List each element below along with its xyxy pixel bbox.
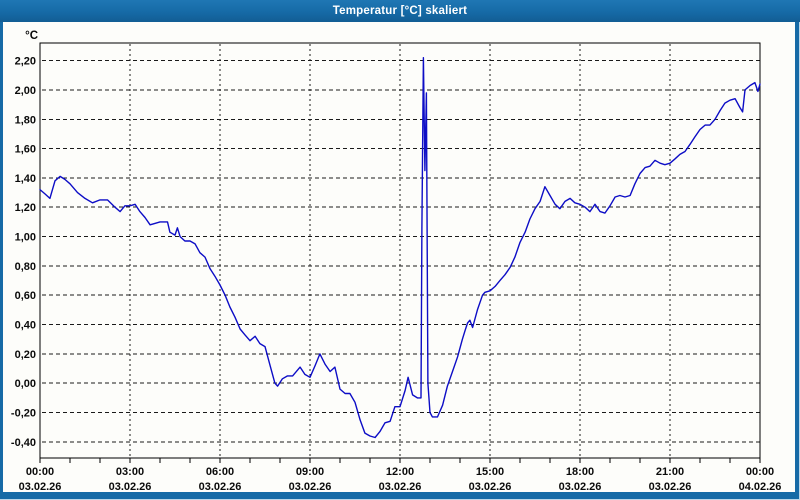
x-tick-date-label: 03.02.26 [559,481,602,492]
x-tick-time-label: 18:00 [566,466,594,478]
x-tick-time-label: 03:00 [116,466,144,478]
x-tick-time-label: 21:00 [656,466,684,478]
x-tick-time-label: 00:00 [746,466,774,478]
y-tick-label: -0,20 [11,408,36,420]
y-tick-label: 0,40 [15,320,36,332]
x-tick-time-label: 12:00 [386,466,414,478]
x-tick-date-label: 03.02.26 [19,481,62,492]
x-tick-time-label: 00:00 [26,466,54,478]
temperature-series-line [39,57,761,439]
window-title: Temperatur [°C] skaliert [332,5,468,17]
y-tick-label: 1,80 [15,114,36,126]
chart-area: 2,20 2,00 1,80 1,60 1,40 1,20 1,00 0,80 0,60 0,40… [3,22,795,493]
x-tick-date-label: 03.02.26 [649,481,692,492]
x-tick-date-label: 03.02.26 [469,481,512,492]
y-tick-label: 0,80 [15,261,36,273]
x-tick-date-label: 03.02.26 [109,481,152,492]
y-tick-label: 0,00 [15,378,36,390]
title-bar[interactable]: Temperatur [°C] skaliert [0,0,800,22]
y-tick-label: 1,40 [15,173,36,185]
y-tick-label: 0,60 [15,290,36,302]
y-tick-label: 2,00 [15,85,36,97]
x-tick-time-label: 15:00 [476,466,504,478]
y-tick-label: 1,00 [15,232,36,244]
y-tick-label: -0,40 [11,437,36,449]
x-tick-date-label: 04.02.26 [739,481,782,492]
x-tick-time-label: 06:00 [206,466,234,478]
y-tick-label: 2,20 [15,56,36,68]
y-tick-label: 0,20 [15,349,36,361]
x-tick-date-label: 03.02.26 [199,481,242,492]
x-tick-date-label: 03.02.26 [289,481,332,492]
y-axis-unit-label: °C [25,30,38,42]
x-tick-time-label: 09:00 [296,466,324,478]
x-tick-date-label: 03.02.26 [379,481,422,492]
y-tick-label: 1,60 [15,144,36,156]
chart-canvas[interactable]: 2,20 2,00 1,80 1,60 1,40 1,20 1,00 0,80 0,60 0,40… [3,22,795,493]
y-tick-label: 1,20 [15,202,36,214]
